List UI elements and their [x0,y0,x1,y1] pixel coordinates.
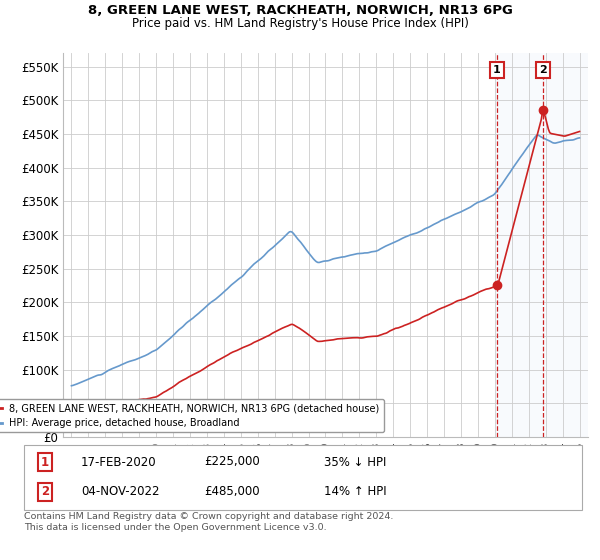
Text: £225,000: £225,000 [204,455,260,469]
Text: 1: 1 [493,65,501,75]
Bar [495,53,588,437]
Text: 2: 2 [539,65,547,75]
Text: 2: 2 [41,485,49,498]
Text: 1: 1 [41,455,49,469]
Text: 14% ↑ HPI: 14% ↑ HPI [324,485,386,498]
Text: 35% ↓ HPI: 35% ↓ HPI [324,455,386,469]
Text: £485,000: £485,000 [204,485,260,498]
Text: 17-FEB-2020: 17-FEB-2020 [81,455,157,469]
Text: 8, GREEN LANE WEST, RACKHEATH, NORWICH, NR13 6PG: 8, GREEN LANE WEST, RACKHEATH, NORWICH, … [88,4,512,17]
Text: Contains HM Land Registry data © Crown copyright and database right 2024.
This d: Contains HM Land Registry data © Crown c… [24,512,394,532]
Legend: 8, GREEN LANE WEST, RACKHEATH, NORWICH, NR13 6PG (detached house), HPI: Average : 8, GREEN LANE WEST, RACKHEATH, NORWICH, … [0,399,383,432]
Text: Price paid vs. HM Land Registry's House Price Index (HPI): Price paid vs. HM Land Registry's House … [131,17,469,30]
Text: 04-NOV-2022: 04-NOV-2022 [81,485,160,498]
